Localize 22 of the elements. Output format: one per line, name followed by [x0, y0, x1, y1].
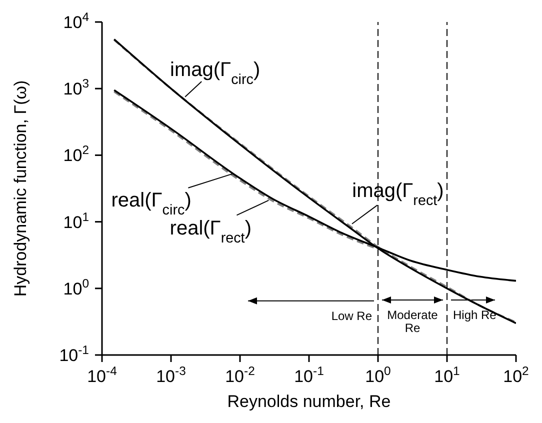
- annotation: Low Re: [331, 308, 372, 323]
- y-tick-label: 10$^{-1}$: [59, 343, 90, 365]
- y-tick-label: 10$^{2}$: [63, 143, 90, 166]
- annotation: real(Γ$_{rect}$): [170, 217, 252, 246]
- annotation: real(Γ$_{circ}$): [111, 190, 192, 219]
- y-axis-title: Hydrodynamic function, Γ(ω): [11, 80, 30, 297]
- annotation: High Re: [453, 308, 497, 322]
- annotation: imag(Γ$_{rect}$): [352, 180, 444, 209]
- x-tick-label: 10$^{-4}$: [87, 364, 118, 386]
- x-tick-label: 10$^{-1}$: [294, 364, 324, 386]
- x-tick-label: 10$^{2}$: [503, 364, 530, 386]
- y-tick-label: 10$^{0}$: [63, 276, 90, 298]
- y-tick-label: 10$^{3}$: [63, 76, 90, 99]
- x-tick-label: 10$^{-2}$: [225, 364, 256, 386]
- y-tick-label: 10$^{4}$: [63, 10, 90, 32]
- y-tick-label: 10$^{1}$: [63, 210, 90, 232]
- annotation: Moderate Re: [387, 308, 438, 336]
- x-tick-label: 10$^{0}$: [365, 364, 392, 386]
- x-tick-label: 10$^{1}$: [434, 364, 460, 386]
- x-tick-label: 10$^{-3}$: [156, 364, 186, 386]
- annotation: imag(Γ$_{circ}$): [170, 58, 260, 88]
- x-axis-title: Reynolds number, Re: [227, 392, 391, 411]
